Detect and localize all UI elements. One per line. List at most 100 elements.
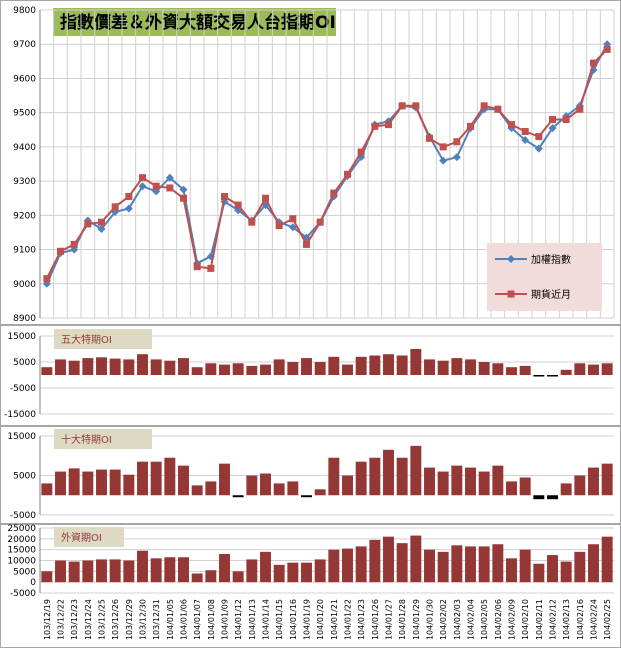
bar — [342, 548, 353, 583]
panel-ytick-label: 0 — [30, 578, 36, 588]
bar — [191, 367, 203, 375]
series-2-point — [70, 240, 78, 248]
panel-ytick-label: -5000 — [10, 384, 36, 394]
bar — [82, 358, 94, 375]
x-tick-label: 103/12/23 — [70, 599, 79, 640]
series-2-point — [125, 193, 133, 201]
bar — [287, 362, 299, 375]
series-2-point — [111, 203, 119, 211]
bar — [342, 475, 353, 496]
bar — [424, 549, 435, 583]
panel-label-box — [54, 527, 124, 547]
bar — [519, 477, 531, 496]
x-tick-label: 104/02/04 — [467, 599, 476, 640]
bar — [492, 465, 504, 496]
bar-panel-2: -5000 5000 15000 十大特期OI — [7, 429, 614, 521]
bar — [314, 489, 326, 496]
bar — [465, 546, 476, 583]
series-2-point — [494, 105, 502, 113]
bar — [178, 465, 189, 496]
bar — [96, 357, 107, 375]
panel-label-box — [54, 429, 152, 449]
panel-ytick-label: 25000 — [7, 524, 36, 534]
series-2-point — [330, 189, 338, 197]
bar — [369, 355, 381, 375]
bar — [219, 554, 230, 583]
x-tick-label: 104/02/05 — [480, 599, 489, 640]
panel-label: 十大特期OI — [61, 433, 112, 446]
bar — [219, 463, 230, 496]
bar — [383, 354, 394, 375]
bar — [601, 536, 613, 583]
series-2-point — [508, 121, 515, 129]
bar — [232, 363, 244, 375]
bar — [314, 559, 326, 583]
panel-ytick-label: -5000 — [10, 511, 36, 521]
panel-label-box — [54, 329, 152, 349]
bar — [178, 557, 189, 583]
bar — [437, 551, 449, 583]
x-tick-label: 104/02/06 — [494, 599, 503, 640]
series-2-point — [180, 194, 187, 202]
series-2-point — [275, 222, 283, 230]
series-2-point — [535, 133, 543, 141]
x-tick-label: 104/02/12 — [549, 599, 558, 640]
bar — [55, 359, 66, 375]
bar — [260, 551, 271, 583]
series-2-point — [207, 264, 215, 272]
series-1-point — [548, 124, 557, 133]
bar — [137, 461, 148, 496]
top-ytick-label: 8900 — [13, 314, 36, 324]
x-tick-label: 104/02/13 — [562, 599, 571, 640]
bar — [588, 364, 599, 375]
bar — [547, 555, 558, 583]
legend-box — [487, 243, 602, 311]
x-tick-label: 104/01/15 — [275, 599, 284, 640]
bar — [287, 562, 299, 583]
bar — [301, 562, 312, 583]
bar — [369, 457, 381, 496]
bar — [164, 557, 176, 583]
bar — [424, 467, 435, 496]
bar — [41, 571, 53, 583]
series-1-point — [124, 204, 133, 213]
bar — [465, 359, 476, 375]
x-tick-label: 104/01/06 — [180, 599, 189, 640]
x-tick-label: 103/12/19 — [43, 599, 52, 640]
legend: 加權指數 期貨近月 — [487, 243, 602, 311]
bar — [601, 463, 613, 496]
x-tick-label: 104/01/16 — [289, 599, 298, 640]
bar — [396, 355, 408, 375]
x-tick-label: 104/01/07 — [193, 599, 202, 640]
bar — [547, 375, 558, 377]
bar — [164, 360, 176, 375]
series-2-point — [357, 148, 365, 156]
bar — [55, 560, 66, 583]
x-tick-label: 104/01/09 — [221, 599, 230, 640]
bar — [123, 474, 135, 496]
top-ytick-label: 9400 — [13, 143, 36, 153]
legend-entry-2: 期貨近月 — [531, 288, 571, 301]
bar — [369, 539, 381, 583]
chart-title: 指數價差＆外資大額交易人台指期OI — [60, 12, 336, 33]
bar — [205, 570, 217, 583]
series-2-point — [480, 102, 488, 110]
series-1-point — [521, 136, 530, 145]
series-1-point — [138, 182, 147, 191]
bar — [109, 559, 121, 583]
bar — [246, 559, 258, 583]
series-2-point — [221, 193, 228, 201]
x-tick-label: 104/01/22 — [344, 599, 353, 640]
series-2-point — [262, 194, 269, 202]
bar — [137, 550, 148, 583]
x-tick-label: 103/12/26 — [111, 599, 120, 640]
bar — [533, 563, 545, 583]
bar — [219, 364, 230, 375]
series-1-point — [288, 223, 297, 232]
series-2-point — [576, 105, 584, 113]
bar — [519, 549, 531, 583]
bar — [150, 461, 162, 496]
panel-ytick-label: 5000 — [13, 472, 36, 482]
bar — [588, 467, 599, 496]
